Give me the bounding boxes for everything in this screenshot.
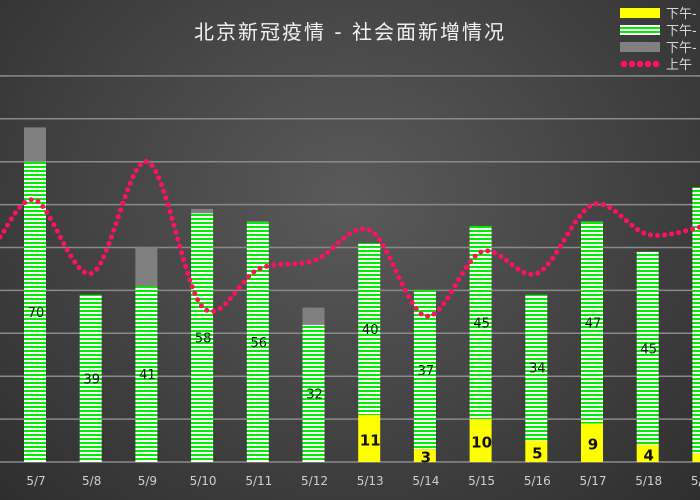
bar-segment bbox=[191, 213, 214, 462]
legend-item-gray: 下午- bbox=[620, 38, 700, 56]
data-label: 11 bbox=[360, 431, 381, 449]
data-label: 58 bbox=[195, 332, 212, 347]
legend-item-green: 下午- bbox=[620, 21, 700, 39]
x-tick-label: 5/14 bbox=[412, 474, 439, 488]
data-label: 4 bbox=[643, 446, 653, 464]
bar-segment bbox=[636, 251, 659, 445]
bar-segment bbox=[24, 161, 46, 462]
x-tick-label: 5/13 bbox=[357, 474, 384, 488]
legend-label: 上午 bbox=[666, 58, 693, 72]
data-label: 45 bbox=[640, 342, 657, 357]
data-label: 9 bbox=[588, 436, 598, 454]
bar-segment bbox=[413, 290, 436, 450]
data-label: 56 bbox=[251, 336, 268, 351]
bar-segment bbox=[525, 294, 548, 441]
data-label: 39 bbox=[83, 372, 100, 387]
data-label: 37 bbox=[418, 364, 435, 379]
x-tick-label: 5/9 bbox=[138, 474, 157, 488]
legend-label: 下午- bbox=[666, 7, 697, 22]
data-label: 3 bbox=[421, 449, 431, 467]
bar-segment bbox=[135, 286, 158, 462]
bar-segment bbox=[302, 307, 325, 325]
bar-segment bbox=[302, 324, 325, 462]
x-tick-label: 5/7 bbox=[26, 474, 45, 488]
data-label: 47 bbox=[585, 317, 602, 332]
data-label: 45 bbox=[473, 317, 490, 332]
bar-segment bbox=[24, 127, 46, 162]
bar-segment bbox=[636, 444, 659, 462]
bar-segment bbox=[692, 453, 700, 462]
legend-item-line: 上午 bbox=[620, 55, 700, 72]
x-tick-label: 5/19 bbox=[691, 474, 700, 488]
legend-swatch bbox=[620, 24, 660, 35]
x-tick-label: 5/10 bbox=[190, 474, 217, 488]
legend-swatch bbox=[620, 7, 660, 18]
legend-label: 下午- bbox=[666, 24, 697, 39]
data-label: 32 bbox=[306, 387, 323, 402]
chart-title: 北京新冠疫情 - 社会面新增情况 bbox=[194, 20, 506, 44]
data-label: 5 bbox=[532, 444, 542, 462]
legend: 下午- 下午- 下午- 上午 bbox=[620, 4, 700, 72]
bar-segment bbox=[692, 187, 700, 454]
legend-item-yellow: 下午- bbox=[620, 4, 700, 22]
bar-segment bbox=[358, 243, 381, 415]
bar-segment bbox=[358, 414, 381, 462]
bar-segment bbox=[413, 449, 436, 462]
legend-label: 下午- bbox=[666, 41, 697, 56]
legend-swatch bbox=[620, 59, 660, 68]
data-label: 40 bbox=[362, 323, 379, 338]
x-tick-label: 5/8 bbox=[82, 474, 101, 488]
data-label: 10 bbox=[471, 434, 492, 452]
x-tick-label: 5/15 bbox=[468, 474, 495, 488]
bar-segment bbox=[79, 294, 102, 462]
x-tick-label: 5/17 bbox=[580, 474, 607, 488]
bar-segment bbox=[581, 423, 603, 462]
legend-swatch bbox=[620, 41, 660, 52]
data-label: 34 bbox=[529, 362, 546, 377]
x-tick-label: 5/18 bbox=[635, 474, 662, 488]
bar-segment bbox=[246, 221, 269, 462]
bar-segment bbox=[525, 440, 548, 462]
bar-segment bbox=[191, 208, 214, 214]
x-tick-label: 5/11 bbox=[245, 474, 272, 488]
data-label: 70 bbox=[28, 306, 45, 321]
bar-segment bbox=[581, 221, 603, 424]
bar-segment bbox=[469, 226, 492, 420]
x-tick-label: 5/12 bbox=[301, 474, 328, 488]
data-label: 41 bbox=[139, 368, 156, 383]
bar-segment bbox=[135, 247, 158, 287]
line-series bbox=[0, 159, 700, 319]
bar-segment bbox=[469, 419, 492, 462]
x-tick-label: 5/16 bbox=[524, 474, 551, 488]
